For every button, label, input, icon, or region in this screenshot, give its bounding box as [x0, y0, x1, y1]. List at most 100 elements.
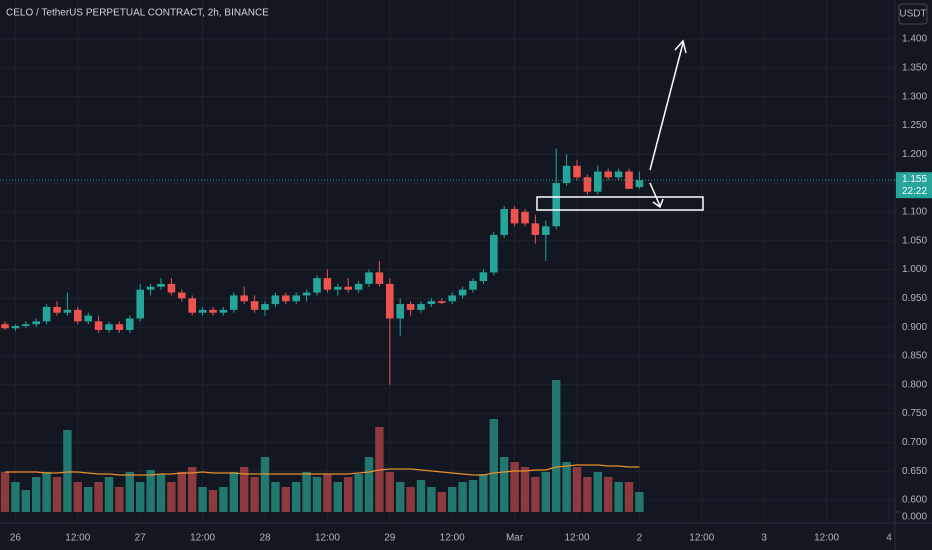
volume-bar — [552, 380, 561, 512]
volume-bar — [84, 487, 93, 512]
y-tick-label: 0.600 — [902, 495, 927, 506]
axes: 0.600 0.650 0.700 0.750 0.800 0.850 0.900 0.950… — [10, 34, 932, 544]
candle-body — [448, 295, 456, 302]
x-tick-label: 3 — [761, 533, 767, 544]
volume-bar — [572, 467, 582, 512]
volume-bar — [260, 457, 270, 512]
volume-bar — [302, 472, 311, 512]
candle-body — [500, 208, 508, 235]
volume-bar — [448, 487, 457, 512]
candle-body — [396, 304, 404, 319]
candle-body — [53, 306, 61, 313]
volume-bar — [229, 472, 238, 512]
volume-bar — [354, 474, 363, 512]
candle-body — [84, 315, 92, 322]
candle-body — [105, 324, 113, 331]
volume-bar — [312, 477, 322, 512]
volume-bar — [188, 467, 197, 512]
volume-bar — [292, 482, 301, 512]
volume-bar — [468, 480, 478, 512]
candle-body — [406, 304, 415, 310]
last-price-label: 1.155 — [902, 174, 927, 185]
y-tick-label: 0.750 — [902, 408, 927, 419]
candle-body — [136, 289, 144, 319]
currency-label[interactable]: USDT — [899, 9, 926, 20]
x-tick-label: 28 — [259, 533, 271, 544]
candle-body — [115, 324, 124, 331]
currency-box[interactable] — [898, 3, 928, 25]
candle-body — [635, 180, 644, 188]
candle-body — [271, 295, 280, 305]
candle-body — [594, 171, 602, 192]
volume-bar — [489, 419, 498, 512]
x-tick-label: 12:00 — [440, 533, 465, 544]
volume-bar — [323, 474, 332, 512]
candle-body — [583, 177, 592, 192]
x-tick-label: 26 — [10, 533, 22, 544]
x-tick-label: 12:00 — [190, 533, 215, 544]
drawn-rectangle — [536, 196, 704, 211]
volume-bar — [271, 482, 280, 512]
y-tick-label: 1.250 — [902, 120, 927, 131]
candle-body — [386, 283, 394, 319]
candle-body — [282, 295, 290, 302]
y-tick-label: 1.400 — [902, 34, 927, 45]
volume-bar — [63, 430, 72, 512]
candle-body — [510, 208, 519, 224]
volume-bar — [604, 477, 613, 512]
candle-body — [417, 304, 425, 310]
candle-body — [344, 286, 352, 290]
volume-bar — [136, 482, 145, 512]
x-tick-label: 12:00 — [689, 533, 714, 544]
candle-body — [365, 272, 373, 284]
volume-bar — [333, 482, 342, 512]
candle-body — [240, 295, 248, 302]
volume-bar — [541, 472, 550, 512]
volume-bar — [593, 472, 602, 512]
volume-bar — [125, 472, 134, 512]
y2-tick-label: 0.000 — [902, 512, 927, 523]
candle-body — [438, 301, 446, 303]
candles — [0, 148, 895, 385]
volume-bar — [406, 487, 415, 512]
volume-bar — [500, 457, 509, 512]
volume-bar — [344, 477, 353, 512]
volume-bar — [167, 482, 176, 512]
candle-body — [250, 301, 259, 310]
candle-body — [604, 171, 612, 178]
candle-body — [542, 226, 550, 235]
volume-bar — [208, 490, 218, 512]
volume-bar — [250, 477, 259, 512]
volume-bar — [94, 482, 103, 512]
candle-body — [219, 309, 228, 313]
volume-bar — [562, 462, 571, 512]
volume-bar — [32, 477, 41, 512]
volume-bar — [240, 467, 249, 512]
volume-bar — [281, 487, 290, 512]
volume-bar — [11, 482, 20, 512]
countdown-label: 22:22 — [902, 186, 927, 197]
y-tick-label: 0.900 — [902, 322, 927, 333]
volume-bar — [104, 477, 114, 512]
candle-body — [126, 318, 134, 331]
x-tick-label: 29 — [384, 533, 396, 544]
drawn-arrow — [649, 182, 661, 207]
candle-body — [74, 309, 82, 322]
y-tick-label: 0.700 — [902, 437, 927, 448]
drawn-arrow — [649, 42, 684, 171]
volume-bar — [635, 492, 644, 512]
volume-bar — [531, 477, 540, 512]
candle-body — [32, 321, 40, 325]
volume-bar — [156, 474, 166, 512]
x-tick-label: 12:00 — [65, 533, 90, 544]
y-tick-label: 0.950 — [902, 293, 927, 304]
candle-body — [188, 298, 196, 313]
volume-bar — [416, 480, 426, 512]
volume-ma-line — [5, 464, 640, 476]
candle-body — [531, 223, 540, 235]
y-tick-label: 1.300 — [902, 91, 927, 102]
y-tick-label: 1.350 — [902, 62, 927, 73]
candle-body — [614, 171, 623, 178]
